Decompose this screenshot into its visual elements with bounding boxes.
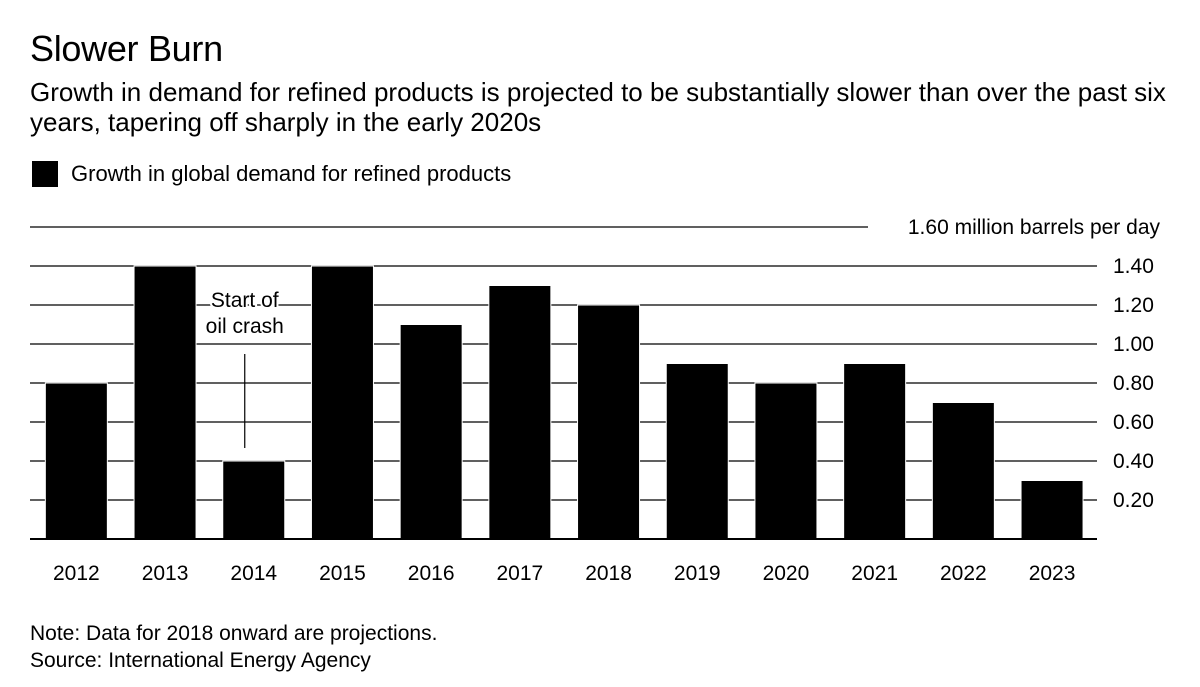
legend-swatch [32,161,58,187]
annotation-label: oil crash [206,315,284,338]
chart-subtitle: Growth in demand for refined products is… [30,77,1166,137]
x-tick-label: 2018 [585,562,632,585]
x-tick-label: 2023 [1029,562,1076,585]
y-tick-label: 0.80 [1113,372,1154,395]
y-tick-label: 1.00 [1113,333,1154,356]
y-tick-label: 0.40 [1113,450,1154,473]
x-tick-label: 2017 [496,562,543,585]
x-tick-label: 2014 [230,562,277,585]
y-tick-label: 1.40 [1113,255,1154,278]
x-tick-label: 2015 [319,562,366,585]
note-text: Note: Data for 2018 onward are projectio… [30,622,438,645]
footnote: Note: Data for 2018 onward are projectio… [30,620,437,674]
y-tick-label: 0.60 [1113,411,1154,434]
bar [488,285,552,540]
bar [577,304,641,540]
x-tick-label: 2019 [674,562,721,585]
bar-chart: 0.20 0.40 0.60 0.80 1.00 1.20 1.40 1.60 million… [30,216,1161,585]
bar [754,382,818,540]
bar [310,265,374,540]
y-axis-unit-label: 1.60 million barrels per day [908,216,1161,239]
bar [931,402,995,540]
bar [44,382,108,540]
bar [222,460,286,540]
x-tick-label: 2012 [53,562,100,585]
y-tick-label: 0.20 [1113,489,1154,512]
x-tick-label: 2013 [142,562,189,585]
source-text: Source: International Energy Agency [30,649,371,672]
chart-title: Slower Burn [30,28,223,69]
bar [133,265,197,540]
x-tick-label: 2016 [408,562,455,585]
y-tick-label: 1.20 [1113,294,1154,317]
x-tick-label: 2021 [851,562,898,585]
x-tick-label: 2022 [940,562,987,585]
legend: Growth in global demand for refined prod… [32,158,511,190]
annotation-label: Start of [211,289,279,312]
bar [399,324,463,540]
bar [665,363,729,540]
bar [1020,480,1084,540]
bar [843,363,907,540]
x-tick-label: 2020 [763,562,810,585]
legend-label: Growth in global demand for refined prod… [71,161,512,186]
